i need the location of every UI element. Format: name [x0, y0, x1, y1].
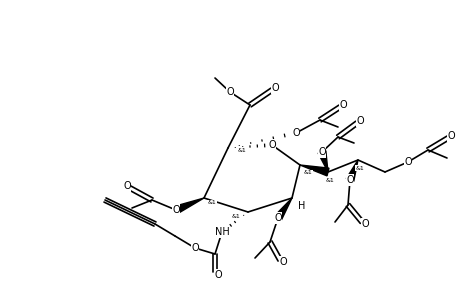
Text: &1: &1 [298, 200, 306, 206]
Text: O: O [123, 181, 131, 191]
Text: O: O [191, 243, 199, 253]
Text: O: O [268, 140, 276, 150]
Text: H: H [299, 201, 306, 211]
Text: O: O [356, 116, 364, 126]
Polygon shape [346, 160, 358, 182]
Text: O: O [271, 83, 279, 93]
Text: O: O [361, 219, 369, 229]
Text: O: O [214, 270, 222, 280]
Text: O: O [346, 175, 354, 185]
Text: &1: &1 [356, 166, 365, 171]
Text: O: O [172, 205, 180, 215]
Polygon shape [174, 198, 204, 214]
Text: NH: NH [215, 227, 229, 237]
Text: &1: &1 [238, 148, 246, 153]
Polygon shape [318, 151, 328, 172]
Text: O: O [226, 87, 234, 97]
Text: O: O [404, 157, 412, 167]
Text: &1: &1 [232, 215, 240, 220]
Text: O: O [274, 213, 282, 223]
Text: &1: &1 [208, 200, 216, 206]
Text: &1: &1 [304, 171, 312, 175]
Text: O: O [279, 257, 287, 267]
Text: O: O [339, 100, 347, 110]
Text: O: O [292, 128, 300, 138]
Polygon shape [300, 165, 329, 176]
Text: &1: &1 [326, 177, 334, 182]
Polygon shape [275, 198, 292, 220]
Text: O: O [447, 131, 455, 141]
Text: O: O [318, 147, 326, 157]
